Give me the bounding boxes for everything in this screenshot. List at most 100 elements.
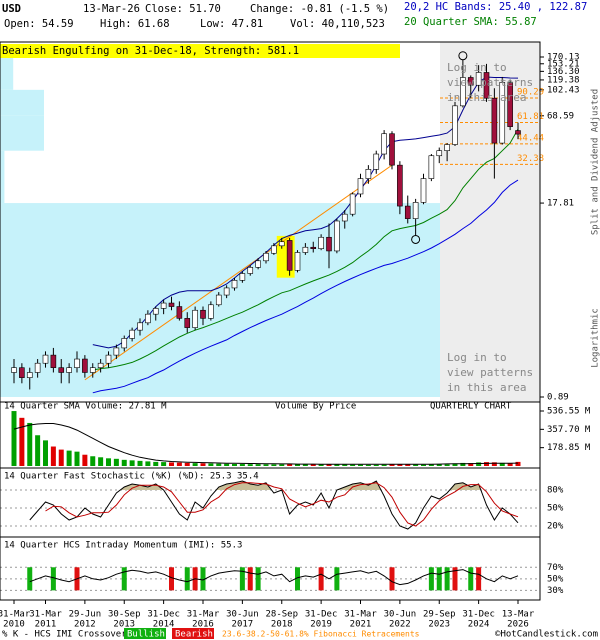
volume-bar	[389, 464, 395, 466]
candle-body	[231, 280, 238, 289]
candle-body	[113, 347, 120, 356]
volume-bar	[444, 464, 450, 466]
x-tick-label: 30-Sep	[108, 610, 141, 620]
volume-bar	[74, 451, 80, 466]
stochastic-title: 14 Quarter Fast Stochastic (%K) (%D): 25…	[4, 472, 259, 482]
candle-body	[247, 267, 254, 274]
close: Close: 51.70	[145, 3, 221, 15]
volume-bar	[90, 456, 96, 466]
bearish-label: Bearish	[175, 630, 213, 640]
upper-band	[92, 76, 519, 349]
volume-bar	[224, 463, 230, 466]
sma-legend: 20 Quarter SMA: 55.87	[404, 16, 537, 28]
y-tick-label: 178.85 M	[547, 443, 591, 453]
candle-body	[373, 153, 380, 170]
y-tick-label: 119.38	[547, 75, 580, 85]
volume-bar	[129, 460, 135, 466]
candle-body	[436, 150, 443, 157]
y-tick-label: 357.70 M	[547, 425, 591, 435]
candle-body	[239, 273, 246, 281]
candle-body	[310, 246, 317, 249]
x-tick-label: 31-Mar	[0, 610, 31, 620]
candle-body	[420, 178, 427, 203]
locked-notice: view patterns	[447, 366, 533, 379]
crossover-legend: % K - HCS IMI Crossover:	[2, 630, 132, 640]
y-tick-label: 136.30	[547, 67, 580, 77]
volume-bar	[153, 461, 159, 466]
candle-body	[263, 252, 269, 262]
x-tick-label: 2024	[468, 620, 490, 630]
crossover-signal	[468, 567, 474, 591]
volume-by-price-bar	[0, 150, 5, 204]
candle-body	[19, 367, 25, 378]
crossover-signal	[27, 567, 33, 591]
candle-body	[66, 367, 72, 373]
volume-bar	[476, 462, 482, 466]
candle-body	[412, 202, 419, 219]
panel-frame	[0, 401, 541, 469]
x-tick-label: 30-Jun	[384, 610, 417, 620]
high: High: 61.68	[100, 18, 170, 30]
volume-bar	[106, 458, 111, 466]
volume-bar	[428, 464, 434, 466]
candle-body	[121, 338, 128, 349]
candle-body	[499, 82, 506, 144]
scale-label: Logarithmic	[591, 308, 600, 368]
candle-body	[475, 72, 482, 86]
x-tick-label: 2023	[428, 620, 450, 630]
x-tick-label: 30-Jun	[226, 610, 259, 620]
y-tick-label: 80%	[547, 486, 564, 496]
volume-bar	[11, 411, 17, 466]
volume-bar	[499, 462, 505, 466]
locked-notice: view patterns	[447, 76, 533, 89]
x-tick-label: 2019	[310, 620, 332, 630]
sma-line	[92, 128, 519, 371]
candle-body	[74, 358, 80, 368]
x-tick-label: 31-Dec	[305, 610, 338, 620]
volume-bar	[43, 440, 48, 466]
volume-bar	[208, 463, 214, 466]
x-tick-label: 2016	[192, 620, 214, 630]
copyright: ©HotCandlestick.com	[495, 630, 598, 640]
volume-by-price-bar	[0, 57, 14, 90]
crossover-signal	[476, 567, 482, 591]
y-tick-label: 30%	[547, 586, 564, 596]
candle-body	[302, 246, 309, 253]
candle-body	[58, 367, 65, 373]
x-tick-label: 2026	[507, 620, 529, 630]
volume-by-price-bar	[0, 115, 44, 151]
change: Change: -0.81 (-1.5 %)	[250, 3, 389, 15]
y-tick-label: 536.55 M	[547, 407, 591, 417]
low: Low: 47.81	[200, 18, 263, 30]
candle-body	[255, 260, 261, 268]
x-tick-label: 2014	[153, 620, 175, 630]
candle-body	[271, 245, 277, 254]
crossover-signal	[444, 567, 450, 591]
candle-body	[137, 322, 143, 331]
volume: Vol: 40,110,523	[290, 18, 385, 30]
volume-bar	[98, 457, 104, 466]
date: 13-Mar-26	[83, 3, 140, 15]
symbol: USD	[2, 3, 21, 15]
volume-title: 14 Quarter SMA Volume: 27.81 M	[4, 402, 167, 412]
candle-body	[192, 309, 198, 328]
candle-body	[381, 133, 387, 155]
volume-bar	[310, 464, 316, 466]
locked-area	[440, 42, 540, 402]
annotation: Bearish Engulfing on 31-Dec-18, Strength…	[2, 45, 299, 57]
y-tick-label: 17.81	[547, 199, 574, 209]
volume-bar	[200, 463, 206, 466]
volume-by-price-title: Volume By Price	[275, 402, 356, 412]
stochastic-line	[29, 480, 519, 530]
x-tick-label: 31-Mar	[187, 610, 220, 620]
candle-body	[428, 155, 435, 179]
stochastic-line	[45, 482, 519, 527]
crossover-signal	[121, 567, 127, 591]
volume-bar	[342, 464, 348, 466]
volume-bar	[113, 458, 119, 466]
x-tick-label: 2013	[113, 620, 135, 630]
x-tick-label: 29-Jun	[69, 610, 102, 620]
crossover-signal	[169, 567, 174, 591]
volume-bar	[365, 464, 371, 466]
